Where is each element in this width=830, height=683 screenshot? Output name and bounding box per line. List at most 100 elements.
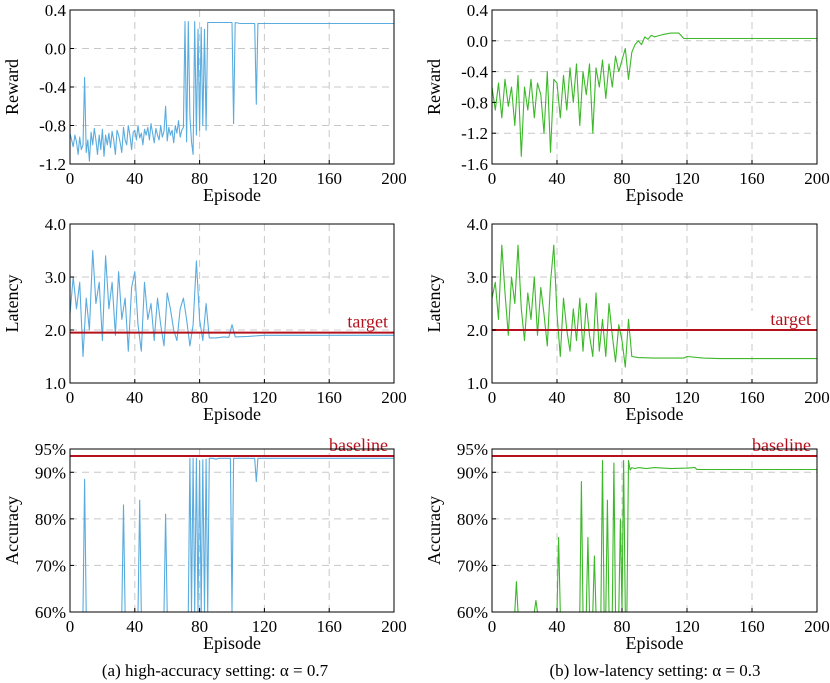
chart-a-latency: target 0 40 80 120 160 200 1.0 2.0 3.0 4.0 Episode L… — [2, 215, 407, 424]
y-tick-label: 70% — [35, 556, 66, 575]
y-tick-label: -0.4 — [39, 78, 66, 97]
y-tick-label: -1.6 — [461, 155, 488, 174]
y-tick-label: 4.0 — [45, 215, 66, 234]
x-tick-label: 40 — [126, 169, 143, 188]
y-tick-label: 3.0 — [45, 268, 66, 287]
series-latency — [69, 249, 394, 358]
x-tick-label: 0 — [488, 617, 497, 636]
x-tick-label: 40 — [126, 388, 143, 407]
caption-a: (a) high-accuracy setting: α = 0.7 — [102, 661, 329, 680]
series-latency — [491, 244, 817, 368]
y-tick-label: 2.0 — [467, 321, 488, 340]
y-tick-label: 0.4 — [45, 1, 67, 20]
y-tick-label: 3.0 — [467, 268, 488, 287]
plot-frame — [69, 448, 395, 613]
y-axis-label: Accuracy — [2, 496, 22, 565]
series-reward — [491, 32, 817, 157]
x-tick-label: 160 — [739, 388, 765, 407]
reference-label-bg — [314, 313, 390, 330]
x-tick-label: 160 — [316, 388, 342, 407]
y-tick-label: 1.0 — [467, 374, 488, 393]
series-accuracy — [492, 460, 817, 613]
x-tick-label: 160 — [316, 169, 342, 188]
y-tick-label: 0.0 — [467, 32, 488, 51]
x-tick-label: 0 — [66, 169, 75, 188]
x-tick-label: 40 — [549, 169, 566, 188]
x-tick-label: 40 — [126, 617, 143, 636]
x-tick-label: 200 — [804, 388, 830, 407]
y-tick-label: 4.0 — [467, 215, 488, 234]
y-tick-label: 0.0 — [45, 40, 66, 59]
x-tick-label: 0 — [66, 388, 75, 407]
y-tick-label: 95% — [35, 440, 66, 459]
x-tick-label: 200 — [804, 617, 830, 636]
y-tick-label: 60% — [35, 603, 66, 622]
chart-b-accuracy: baseline 0 40 80 120 160 200 60% 70% 80% 90% 95% Epi… — [424, 435, 830, 653]
x-tick-label: 0 — [488, 388, 497, 407]
chart-a-accuracy: baseline 0 40 80 120 160 200 60% 70% 80% 90% 95% Epi… — [2, 435, 407, 653]
y-axis-label: Accuracy — [424, 496, 444, 565]
x-axis-label: Episode — [203, 185, 261, 205]
x-tick-label: 80 — [191, 617, 208, 636]
x-tick-label: 80 — [191, 388, 208, 407]
chart-b-latency: target 0 40 80 120 160 200 1.0 2.0 3.0 4.0 Episode L… — [424, 215, 830, 424]
plot-frame — [69, 223, 395, 384]
y-tick-label: -0.8 — [39, 117, 66, 136]
y-tick-label: 90% — [35, 463, 66, 482]
x-tick-label: 80 — [614, 388, 631, 407]
plot-frame — [491, 223, 818, 384]
x-tick-label: 160 — [739, 617, 765, 636]
x-tick-label: 80 — [191, 169, 208, 188]
x-axis-label: Episode — [626, 185, 684, 205]
x-tick-label: 120 — [674, 169, 700, 188]
plot-frame — [491, 9, 818, 165]
x-tick-label: 200 — [381, 617, 407, 636]
x-tick-label: 80 — [614, 617, 631, 636]
y-tick-label: -1.2 — [461, 124, 488, 143]
y-tick-label: 90% — [457, 463, 488, 482]
x-tick-label: 120 — [252, 388, 278, 407]
y-axis-label: Latency — [2, 275, 22, 333]
x-tick-label: 0 — [488, 169, 497, 188]
x-tick-label: 120 — [674, 388, 700, 407]
y-tick-label: 95% — [457, 440, 488, 459]
chart-a-reward: 0 40 80 120 160 200 -1.2 -0.8 -0.4 0.0 0.4 Episode R… — [2, 1, 407, 205]
y-axis-label: Reward — [2, 59, 22, 115]
x-tick-label: 160 — [739, 169, 765, 188]
y-tick-label: 0.4 — [467, 1, 489, 20]
x-tick-label: 200 — [381, 169, 407, 188]
x-tick-label: 120 — [252, 169, 278, 188]
x-tick-label: 120 — [674, 617, 700, 636]
x-tick-label: 200 — [804, 169, 830, 188]
x-axis-label: Episode — [203, 633, 261, 653]
reference-label: baseline — [752, 435, 811, 455]
x-tick-label: 80 — [614, 169, 631, 188]
x-tick-label: 0 — [66, 617, 75, 636]
reference-label: target — [770, 309, 811, 329]
x-tick-label: 160 — [316, 617, 342, 636]
y-axis-label: Latency — [424, 275, 444, 333]
x-axis-label: Episode — [626, 404, 684, 424]
reference-label: baseline — [329, 435, 388, 455]
x-tick-label: 40 — [549, 388, 566, 407]
y-tick-label: 2.0 — [45, 321, 66, 340]
x-tick-label: 40 — [549, 617, 566, 636]
reference-label-bg — [737, 311, 813, 327]
caption-b: (b) low-latency setting: α = 0.3 — [549, 661, 760, 680]
series-reward — [69, 21, 394, 162]
y-tick-label: -1.2 — [39, 155, 66, 174]
x-tick-label: 120 — [252, 617, 278, 636]
y-tick-label: 60% — [457, 603, 488, 622]
reference-label: target — [347, 312, 388, 332]
y-axis-label: Reward — [424, 59, 444, 115]
y-tick-label: 80% — [35, 510, 66, 529]
chart-b-reward: 0 40 80 120 160 200 -1.6 -1.2 -0.8 -0.4 0.0 0.4 Epis… — [424, 1, 830, 205]
x-axis-label: Episode — [626, 633, 684, 653]
y-tick-label: 1.0 — [45, 374, 66, 393]
y-tick-label: 80% — [457, 510, 488, 529]
y-tick-label: -0.4 — [461, 63, 488, 82]
y-tick-label: -0.8 — [461, 93, 488, 112]
x-tick-label: 200 — [381, 388, 407, 407]
x-axis-label: Episode — [203, 404, 261, 424]
